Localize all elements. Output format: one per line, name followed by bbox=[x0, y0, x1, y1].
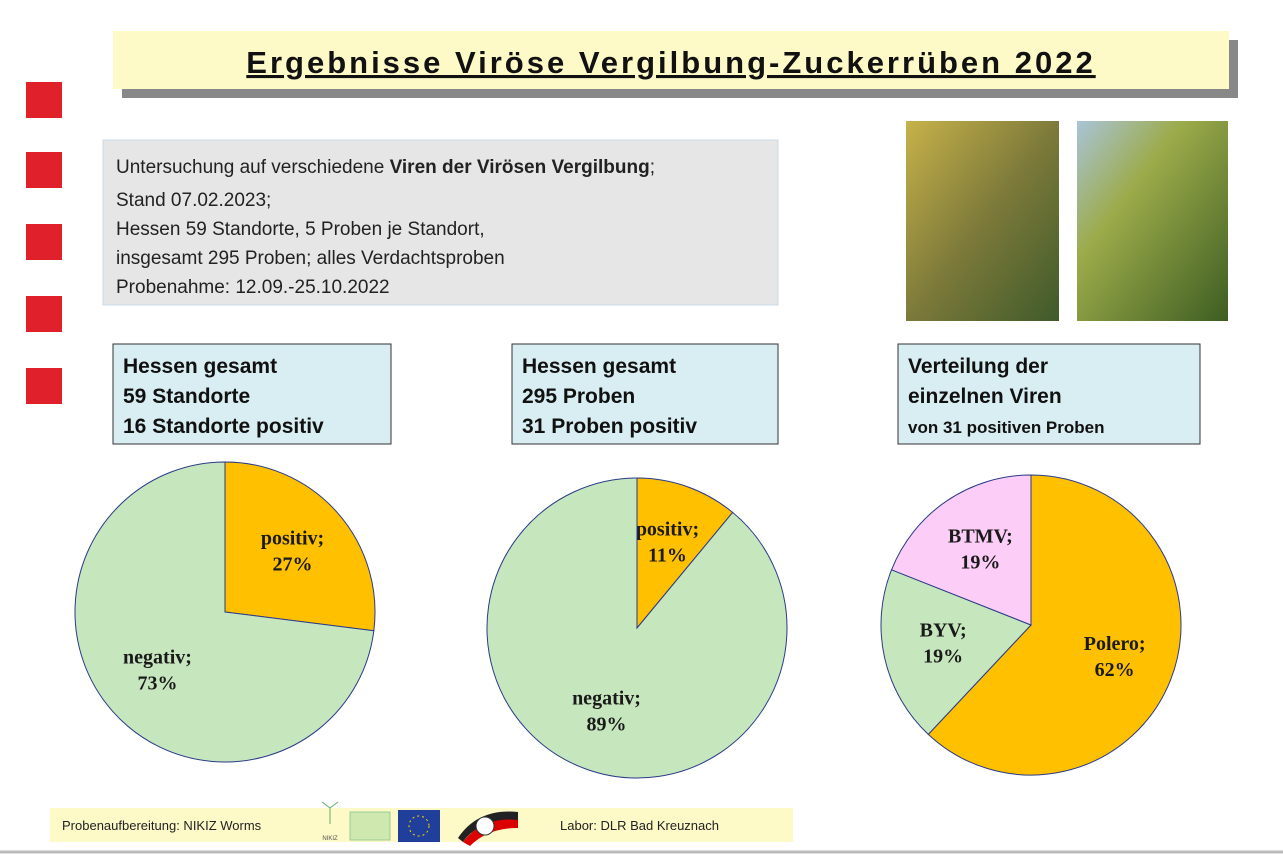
slice-value: 89% bbox=[587, 714, 627, 736]
info-line: insgesamt 295 Proben; alles Verdachtspro… bbox=[116, 248, 505, 269]
footer-right: Labor: DLR Bad Kreuznach bbox=[560, 818, 719, 833]
info-line: Untersuchung auf verschiedene Viren der … bbox=[116, 157, 655, 178]
chart-title: einzelnen Viren bbox=[908, 385, 1062, 408]
chart-title: 16 Standorte positiv bbox=[123, 415, 324, 438]
slice-label: positiv; bbox=[261, 527, 324, 549]
slice-label: positiv; bbox=[636, 518, 699, 540]
slice-value: 62% bbox=[1095, 659, 1135, 681]
title: Ergebnisse Viröse Vergilbung-Zuckerrüben… bbox=[246, 45, 1095, 80]
info-line: Probenahme: 12.09.-25.10.2022 bbox=[116, 277, 390, 298]
footer-left: Probenaufbereitung: NIKIZ Worms bbox=[62, 818, 262, 833]
slice-label: BTMV; bbox=[948, 526, 1013, 548]
slice-value: 19% bbox=[960, 552, 1000, 574]
slice-value: 27% bbox=[273, 553, 313, 575]
red-markers bbox=[26, 82, 62, 404]
slice-label: negativ; bbox=[123, 647, 192, 669]
chart-title: 295 Proben bbox=[522, 385, 635, 408]
slide: Ergebnisse Viröse Vergilbung-Zuckerrüben… bbox=[0, 0, 1283, 854]
slice-label: negativ; bbox=[572, 688, 641, 710]
slice-value: 73% bbox=[137, 673, 177, 695]
chart-title: Hessen gesamt bbox=[123, 355, 277, 378]
page: Ergebnisse Viröse Vergilbung-Zuckerrüben… bbox=[0, 0, 1283, 854]
photo bbox=[906, 121, 1059, 321]
info-text: ; bbox=[650, 157, 655, 178]
slice-label: BYV; bbox=[920, 620, 967, 642]
info-line: Hessen 59 Standorte, 5 Proben je Standor… bbox=[116, 219, 485, 240]
pie-slice bbox=[487, 478, 787, 778]
slice-value: 19% bbox=[923, 646, 963, 668]
logo-text: NIKIZ bbox=[322, 836, 338, 842]
chart-title: Verteilung der bbox=[908, 355, 1048, 378]
info-bold: Viren der Virösen Vergilbung bbox=[390, 157, 650, 178]
photo bbox=[1077, 121, 1228, 321]
chart-title: 59 Standorte bbox=[123, 385, 250, 408]
slice-label: Polero; bbox=[1084, 633, 1146, 655]
info-text: Untersuchung auf verschiedene bbox=[116, 157, 384, 178]
info-line: Stand 07.02.2023; bbox=[116, 190, 271, 211]
chart-title: von 31 positiven Proben bbox=[908, 418, 1105, 437]
charts: Hessen gesamt 59 Standorte 16 Standorte po… bbox=[75, 344, 1200, 778]
chart-title: Hessen gesamt bbox=[522, 355, 676, 378]
slice-value: 11% bbox=[648, 544, 687, 566]
chart-title: 31 Proben positiv bbox=[522, 415, 697, 438]
